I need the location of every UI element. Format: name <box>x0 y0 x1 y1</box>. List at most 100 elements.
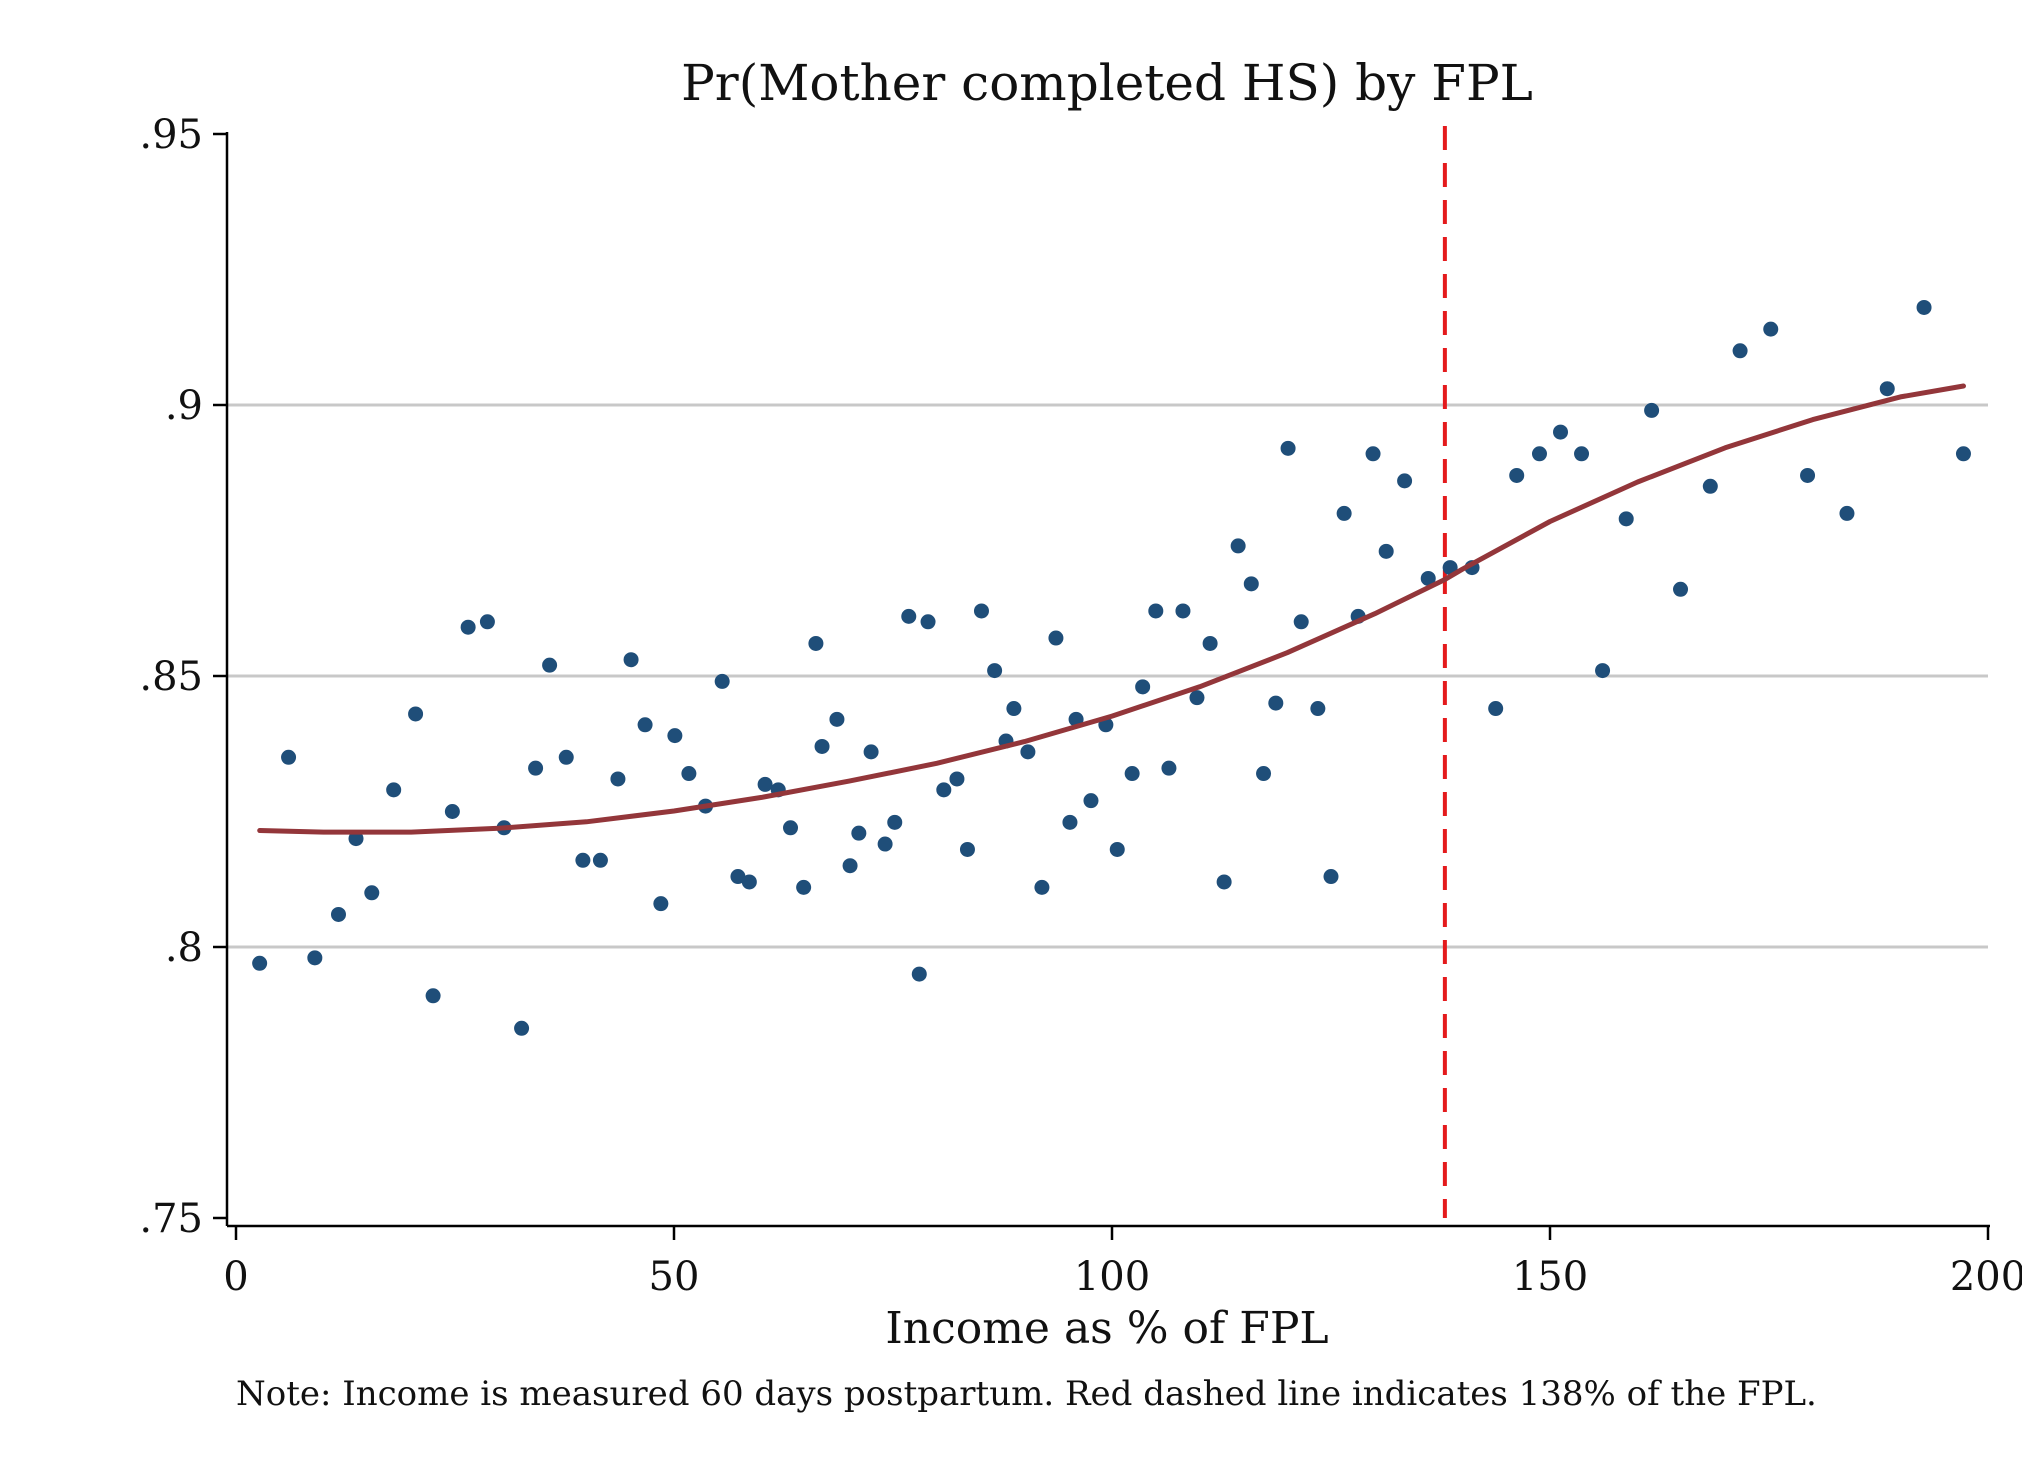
data-point <box>901 608 917 624</box>
data-point <box>281 749 297 765</box>
data-point <box>1336 505 1352 521</box>
data-point <box>1310 701 1326 717</box>
data-point <box>425 988 441 1004</box>
data-point <box>479 614 495 630</box>
data-point <box>863 744 879 760</box>
data-point <box>1800 467 1816 483</box>
data-point <box>1644 402 1660 418</box>
data-point <box>1420 570 1436 586</box>
data-point <box>1293 614 1309 630</box>
data-point <box>1595 663 1611 679</box>
data-point <box>987 663 1003 679</box>
data-point <box>1216 874 1232 890</box>
data-point <box>1256 766 1272 782</box>
data-point <box>575 852 591 868</box>
fit-curve-group <box>257 383 1966 835</box>
data-point <box>887 814 903 830</box>
y-tick-label: .8 <box>165 925 203 971</box>
data-point <box>730 869 746 885</box>
data-point <box>592 852 608 868</box>
y-tick-label: .85 <box>139 654 203 700</box>
data-point <box>1702 478 1718 494</box>
data-point <box>681 766 697 782</box>
data-point <box>1879 381 1895 397</box>
data-point <box>1148 603 1164 619</box>
data-point <box>959 841 975 857</box>
data-point <box>1109 841 1125 857</box>
data-point <box>1531 446 1547 462</box>
data-point <box>1763 321 1779 337</box>
data-point <box>1397 473 1413 489</box>
data-point <box>1062 814 1078 830</box>
x-axis-label: Income as % of FPL <box>885 1303 1328 1354</box>
chart-note: Note: Income is measured 60 days postpar… <box>236 1374 1817 1414</box>
data-point <box>714 673 730 689</box>
data-point <box>741 874 757 890</box>
fit-curve <box>257 383 1966 835</box>
data-point <box>1509 467 1525 483</box>
y-tick-label: .75 <box>139 1196 203 1242</box>
x-tick-label: 200 <box>1950 1254 2022 1300</box>
axes <box>225 132 1990 1228</box>
data-point <box>808 635 824 651</box>
data-point <box>542 657 558 673</box>
data-point <box>783 820 799 836</box>
y-tick-label: .95 <box>139 112 203 158</box>
data-point <box>1732 343 1748 359</box>
data-point <box>1488 701 1504 717</box>
data-point <box>364 885 380 901</box>
grid-lines <box>227 403 1988 949</box>
data-point <box>1618 511 1634 527</box>
data-point <box>1673 581 1689 597</box>
data-point <box>842 858 858 874</box>
data-point <box>667 728 683 744</box>
data-point <box>1916 299 1932 315</box>
data-point <box>528 760 544 776</box>
data-point <box>1083 793 1099 809</box>
data-point <box>877 836 893 852</box>
data-point <box>1020 744 1036 760</box>
x-tick-label: 150 <box>1512 1254 1588 1300</box>
data-point <box>408 706 424 722</box>
data-point <box>1553 424 1569 440</box>
chart-title: Pr(Mother completed HS) by FPL <box>681 54 1533 112</box>
data-point <box>920 614 936 630</box>
data-point <box>1839 505 1855 521</box>
data-point <box>460 619 476 635</box>
data-point <box>330 906 346 922</box>
data-point <box>1955 446 1971 462</box>
data-point <box>814 738 830 754</box>
data-point <box>757 776 773 792</box>
y-axis-ticks: .75 .8 .85 .9 .95 <box>139 112 227 1242</box>
data-point <box>936 782 952 798</box>
x-tick-label: 0 <box>223 1254 248 1300</box>
data-point <box>252 955 268 971</box>
data-point <box>514 1020 530 1036</box>
data-point <box>1124 766 1140 782</box>
data-point <box>1574 446 1590 462</box>
data-point <box>1378 543 1394 559</box>
data-point <box>1175 603 1191 619</box>
data-point <box>1280 440 1296 456</box>
data-point <box>1161 760 1177 776</box>
data-point <box>973 603 989 619</box>
data-point <box>386 782 402 798</box>
x-axis-ticks: 0 50 100 150 200 <box>223 1226 2022 1300</box>
data-point <box>307 950 323 966</box>
data-point <box>637 717 653 733</box>
data-point <box>444 804 460 819</box>
data-point <box>1135 679 1151 695</box>
data-point <box>653 896 669 912</box>
data-point <box>1189 690 1205 706</box>
x-tick-label: 100 <box>1074 1254 1150 1300</box>
data-point <box>1230 538 1246 554</box>
data-point <box>851 825 867 841</box>
data-point <box>1006 701 1022 717</box>
data-point <box>1365 446 1381 462</box>
x-tick-label: 50 <box>649 1254 700 1300</box>
data-point <box>1034 879 1050 895</box>
data-point <box>558 749 574 765</box>
data-point <box>911 966 927 982</box>
data-point <box>796 879 812 895</box>
